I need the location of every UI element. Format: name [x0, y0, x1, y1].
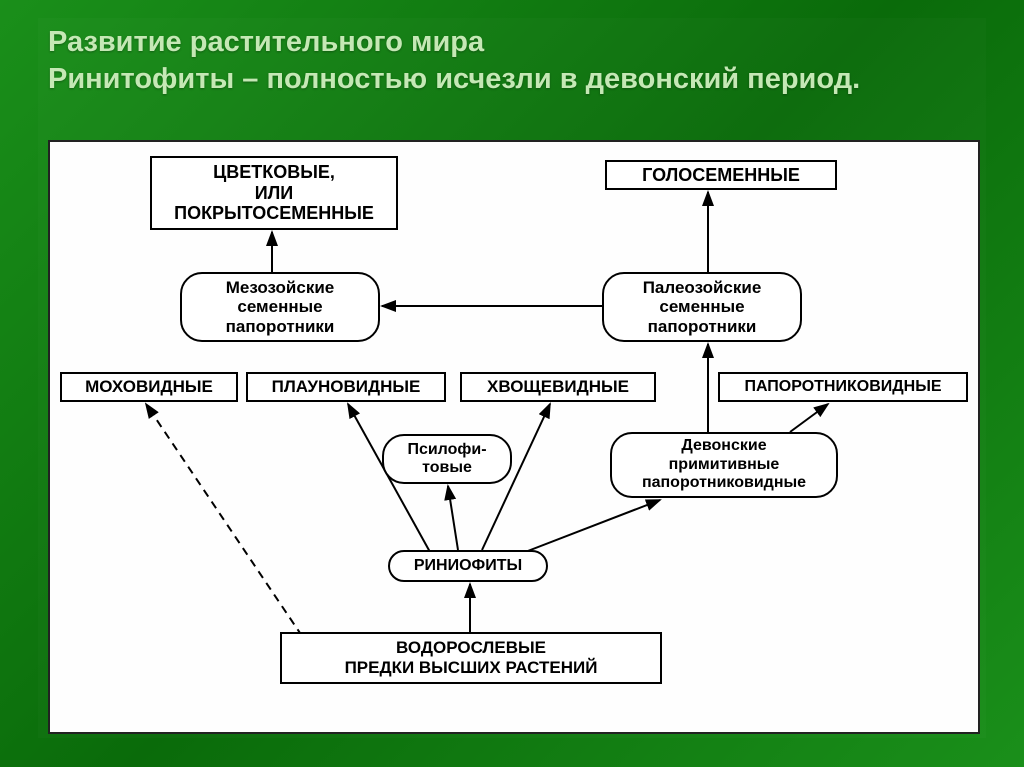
node-fern: ПАПОРОТНИКОВИДНЫЕ	[718, 372, 968, 402]
node-club: ПЛАУНОВИДНЫЕ	[246, 372, 446, 402]
node-psilo: Псилофи-товые	[382, 434, 512, 484]
title-line-1: Развитие растительного мира	[48, 26, 484, 58]
node-horse: ХВОЩЕВИДНЫЕ	[460, 372, 656, 402]
edge-algae-moss	[146, 404, 302, 636]
edge-rhinio-devon	[520, 500, 660, 554]
node-rhinio: РИНИОФИТЫ	[388, 550, 548, 582]
node-devon: Девонскиепримитивныепапоротниковидные	[610, 432, 838, 498]
slide-root: Развитие растительного мира Ринитофиты –…	[0, 0, 1024, 767]
edge-rhinio-psilo	[448, 486, 458, 550]
node-gymno: ГОЛОСЕМЕННЫЕ	[605, 160, 837, 190]
slide-title: Развитие растительного мира Ринитофиты –…	[38, 18, 986, 108]
title-line-2: Ринитофиты – полностью исчезли в девонск…	[48, 63, 860, 95]
node-paleo: Палеозойскиесеменныепапоротники	[602, 272, 802, 342]
node-moss: МОХОВИДНЫЕ	[60, 372, 238, 402]
flowchart-diagram: ЦВЕТКОВЫЕ,ИЛИПОКРЫТОСЕМЕННЫЕ ГОЛОСЕМЕННЫЕ…	[48, 140, 980, 734]
edge-devon-fern	[790, 404, 828, 432]
node-algae: ВОДОРОСЛЕВЫЕПРЕДКИ ВЫСШИХ РАСТЕНИЙ	[280, 632, 662, 684]
node-meso: Мезозойскиесеменныепапоротники	[180, 272, 380, 342]
node-flowering: ЦВЕТКОВЫЕ,ИЛИПОКРЫТОСЕМЕННЫЕ	[150, 156, 398, 230]
